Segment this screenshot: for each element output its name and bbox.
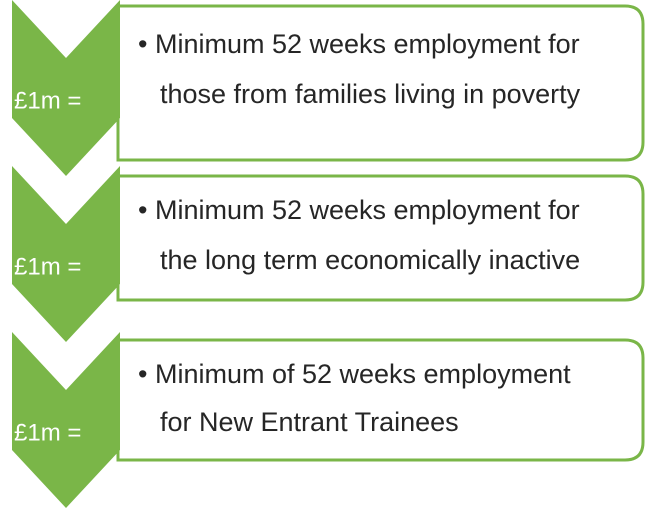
chevron — [12, 0, 120, 176]
item-text: for New Entrant Trainees — [160, 407, 459, 437]
item-text: the long term economically inactive — [160, 245, 580, 275]
chevron — [12, 332, 120, 508]
item-text: • Minimum of 52 weeks employment — [138, 359, 571, 389]
item-text: • Minimum 52 weeks employment for — [138, 195, 580, 225]
item-box — [116, 338, 645, 462]
item-label: £1m = — [14, 87, 81, 114]
item-box — [116, 4, 645, 162]
item-text: those from families living in poverty — [160, 79, 581, 109]
item-text: • Minimum 52 weeks employment for — [138, 29, 580, 59]
chevron — [12, 166, 120, 342]
item-label: £1m = — [14, 253, 81, 280]
item-label: £1m = — [14, 419, 81, 446]
item-box — [116, 174, 645, 302]
